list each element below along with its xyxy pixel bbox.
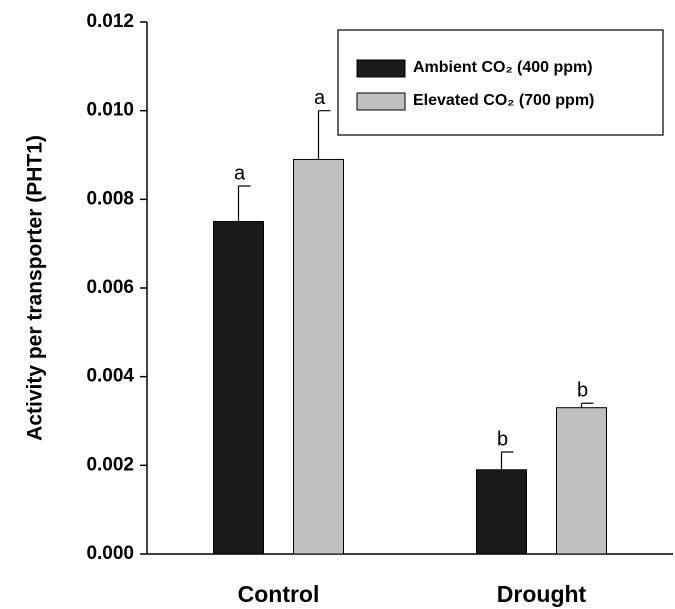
y-tick-label: 0.006: [86, 277, 134, 298]
y-axis-label: Activity per transporter (PHT1): [24, 135, 47, 441]
legend-box: [337, 29, 664, 136]
legend-swatch: [356, 59, 406, 78]
error-bar: [580, 402, 594, 408]
x-tick-label: Control: [238, 581, 320, 607]
legend-label: Elevated CO₂ (700 ppm): [413, 92, 594, 109]
y-tick-label: 0.002: [86, 454, 134, 475]
y-tick-label: 0.010: [86, 100, 134, 121]
legend-swatch: [356, 92, 406, 111]
y-tick-label: 0.008: [86, 188, 134, 209]
bar: [213, 221, 264, 555]
significance-letter: a: [314, 87, 326, 109]
significance-letter: b: [577, 380, 588, 402]
bar: [556, 407, 607, 555]
bar: [293, 158, 344, 555]
bar: [476, 469, 527, 555]
y-tick-label: 0.004: [86, 366, 134, 387]
error-bar: [500, 451, 514, 470]
error-bar: [237, 185, 251, 222]
y-tick-label: 0.000: [86, 543, 134, 564]
significance-letter: a: [234, 162, 246, 184]
legend-label: Ambient CO₂ (400 ppm): [413, 59, 593, 76]
y-tick-label: 0.012: [86, 11, 134, 32]
error-bar: [317, 110, 331, 160]
significance-letter: b: [497, 428, 508, 450]
x-tick-label: Drought: [497, 581, 587, 607]
